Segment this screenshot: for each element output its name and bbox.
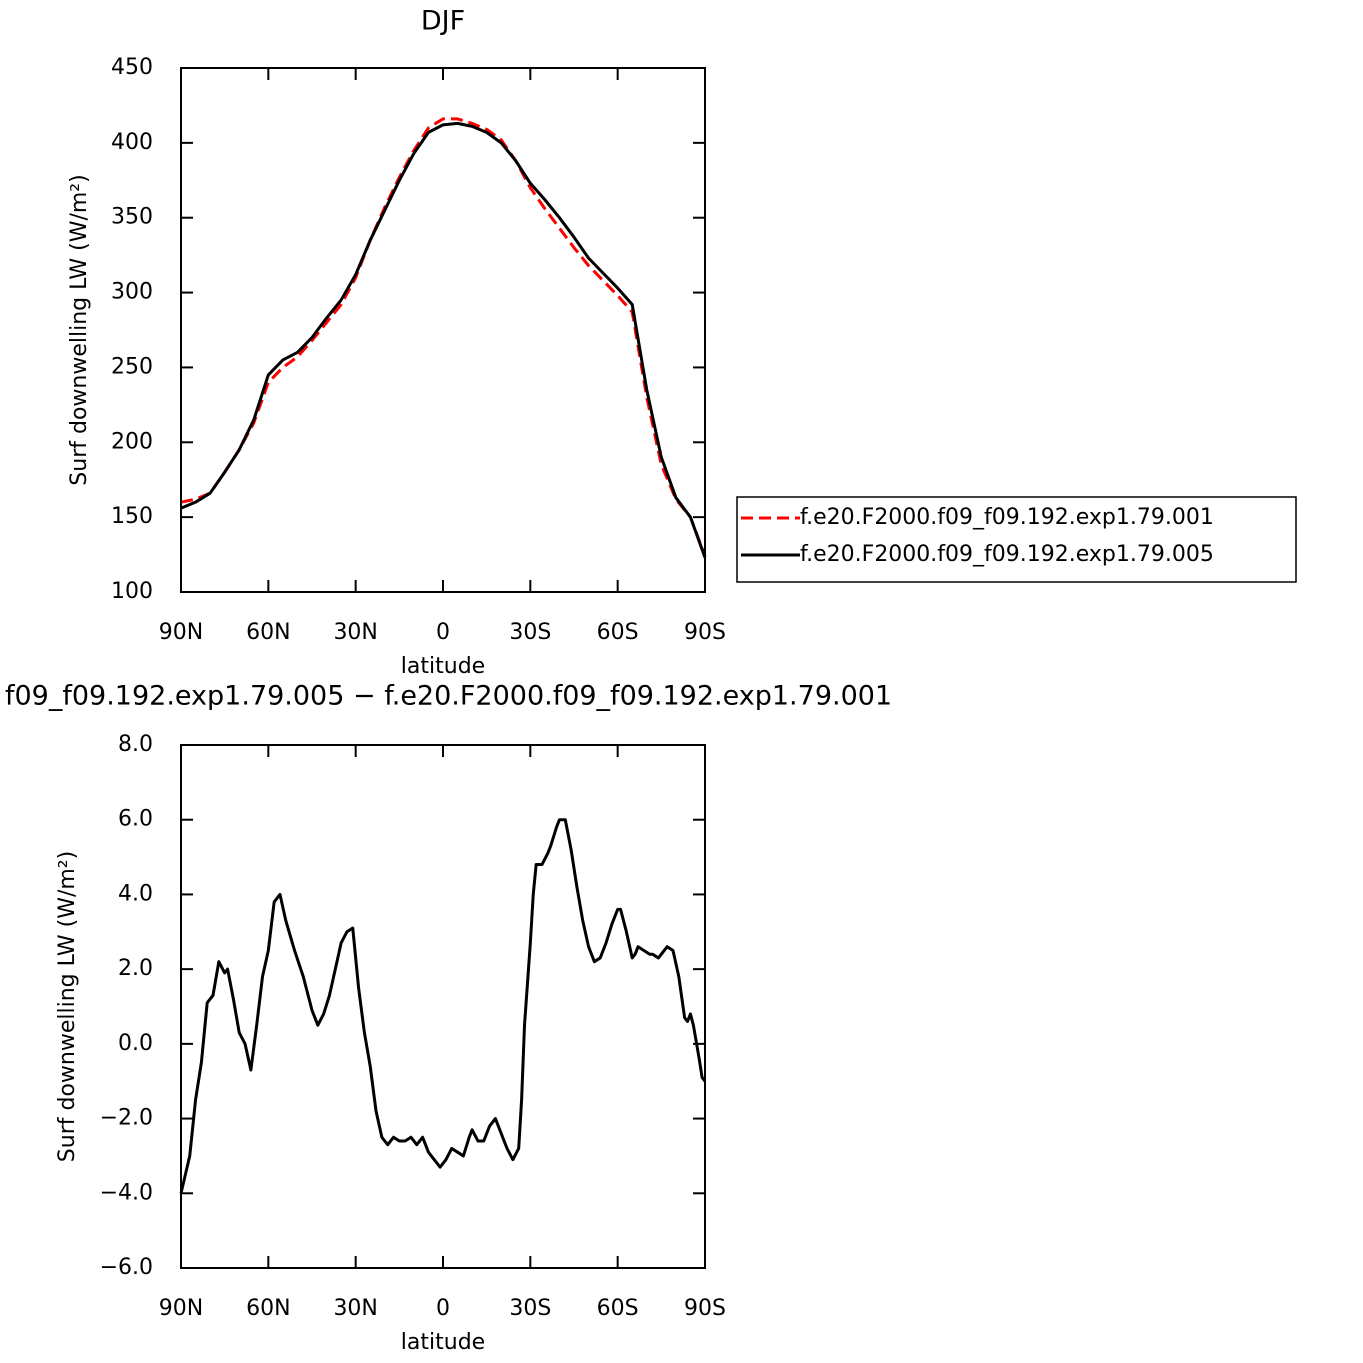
y-tick-label: −6.0: [100, 1255, 153, 1280]
x-axis-label: latitude: [401, 654, 485, 679]
legend-box: [736, 496, 1297, 583]
y-tick-label: −4.0: [100, 1180, 153, 1205]
data-line: [179, 818, 707, 1194]
y-tick-label: 6.0: [118, 807, 153, 832]
legend-label: f.e20.F2000.f09_f09.192.exp1.79.001: [800, 505, 1214, 530]
y-tick-label: 150: [111, 504, 153, 529]
x-tick-label: 0: [436, 620, 450, 645]
y-tick-label: 0.0: [118, 1031, 153, 1056]
x-tick-label: 30S: [509, 1296, 551, 1321]
x-tick-label: 90N: [159, 1296, 203, 1321]
x-tick-label: 60S: [597, 620, 639, 645]
x-tick-label: 0: [436, 1296, 450, 1321]
x-tick-label: 30N: [333, 620, 377, 645]
x-tick-label: 90S: [684, 620, 726, 645]
plot-frame: [180, 67, 706, 593]
x-tick-label: 60N: [246, 620, 290, 645]
chart-title: DJF: [421, 6, 465, 37]
x-tick-label: 30N: [333, 1296, 377, 1321]
y-axis-label: Surf downwelling LW (W/m²): [55, 851, 80, 1162]
y-tick-label: 400: [111, 130, 153, 155]
x-tick-label: 60S: [597, 1296, 639, 1321]
y-tick-label: 450: [111, 55, 153, 80]
data-line: [180, 121, 707, 559]
y-tick-label: −2.0: [100, 1106, 153, 1131]
x-tick-label: 90N: [159, 620, 203, 645]
y-tick-label: 350: [111, 205, 153, 230]
y-tick-label: 200: [111, 429, 153, 454]
y-tick-label: 100: [111, 579, 153, 604]
x-tick-label: 60N: [246, 1296, 290, 1321]
x-tick-label: 30S: [509, 620, 551, 645]
y-tick-label: 8.0: [118, 732, 153, 757]
chart-title: f09_f09.192.exp1.79.005 − f.e20.F2000.f0…: [5, 681, 892, 712]
y-tick-label: 300: [111, 280, 153, 305]
legend-label: f.e20.F2000.f09_f09.192.exp1.79.005: [800, 542, 1214, 567]
y-axis-label: Surf downwelling LW (W/m²): [67, 174, 92, 485]
y-tick-label: 2.0: [118, 956, 153, 981]
x-axis-label: latitude: [401, 1330, 485, 1355]
x-tick-label: 90S: [684, 1296, 726, 1321]
y-tick-label: 250: [111, 354, 153, 379]
y-tick-label: 4.0: [118, 881, 153, 906]
data-line: [180, 117, 707, 557]
